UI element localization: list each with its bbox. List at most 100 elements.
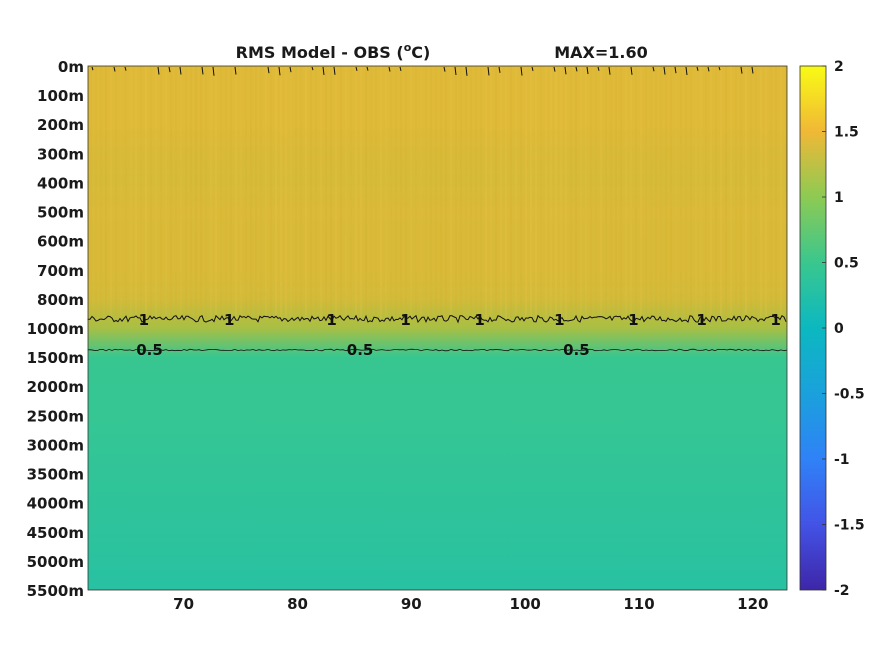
- y-tick-label: 2000m: [27, 378, 84, 396]
- texture-stripe: [220, 66, 222, 320]
- y-tick-label: 3500m: [27, 466, 84, 484]
- colorbar-tick-label: 2: [834, 59, 844, 75]
- y-tick-label: 300m: [37, 145, 84, 163]
- texture-stripe: [675, 66, 677, 320]
- y-tick-label: 4000m: [27, 495, 84, 513]
- texture-stripe: [110, 66, 112, 320]
- texture-stripe: [180, 66, 182, 320]
- surface-contour-speck: [575, 66, 578, 72]
- y-tick-label: 5500m: [27, 582, 84, 600]
- texture-stripe: [500, 66, 502, 320]
- texture-stripe: [450, 66, 452, 320]
- surface-contour-speck: [564, 66, 567, 75]
- texture-stripe: [230, 66, 232, 320]
- surface-contour-speck: [289, 66, 292, 73]
- texture-stripe: [590, 66, 592, 320]
- texture-stripe: [295, 66, 297, 320]
- texture-stripe: [390, 66, 392, 320]
- texture-stripe: [315, 66, 317, 320]
- y-tick-label: 2500m: [27, 407, 84, 425]
- texture-stripe: [135, 66, 137, 320]
- surface-contour-speck: [399, 66, 402, 72]
- texture-stripe: [645, 66, 647, 320]
- texture-stripe: [765, 66, 767, 320]
- surface-contour-speck: [465, 66, 468, 76]
- texture-stripe: [505, 66, 507, 320]
- y-tick-label: 5000m: [27, 553, 84, 571]
- y-tick-label: 3000m: [27, 436, 84, 454]
- surface-contour-speck: [201, 66, 204, 75]
- texture-stripe: [195, 66, 197, 320]
- colorbar-tick-label: -1.5: [834, 518, 865, 534]
- texture-stripe: [545, 66, 547, 320]
- surface-contour-speck: [531, 66, 534, 72]
- chart-title-main: RMS Model - OBS (: [236, 43, 404, 62]
- surface-contour-speck: [652, 66, 655, 72]
- texture-stripe: [635, 66, 637, 320]
- texture-stripe: [430, 66, 432, 320]
- x-tick-label: 90: [401, 595, 422, 613]
- texture-stripe: [485, 66, 487, 320]
- texture-stripe: [605, 66, 607, 320]
- surface-contour-speck: [322, 66, 325, 75]
- texture-stripe: [350, 66, 352, 320]
- texture-stripe: [175, 66, 177, 320]
- surface-contour-speck: [212, 66, 215, 76]
- texture-stripe: [150, 66, 152, 320]
- surface-contour-speck: [179, 66, 182, 75]
- texture-stripe: [650, 66, 652, 320]
- texture-stripe: [770, 66, 772, 320]
- surface-contour-speck: [740, 66, 743, 74]
- x-tick-label: 70: [173, 595, 194, 613]
- x-tick-label: 100: [510, 595, 541, 613]
- texture-stripe: [775, 66, 777, 320]
- texture-stripe: [660, 66, 662, 320]
- texture-stripe: [325, 66, 327, 320]
- surface-contour-speck: [674, 66, 677, 74]
- texture-stripe: [335, 66, 337, 320]
- surface-contour-speck: [168, 66, 171, 73]
- surface-contour-speck: [311, 66, 314, 71]
- texture-stripe: [520, 66, 522, 320]
- y-tick-label: 1500m: [27, 349, 84, 367]
- y-tick-label: 500m: [37, 204, 84, 222]
- y-tick-label: 0m: [58, 58, 84, 76]
- texture-stripe: [95, 66, 97, 320]
- heatmap-field: [88, 66, 787, 590]
- surface-contour-speck: [388, 66, 391, 72]
- y-tick-label: 100m: [37, 87, 84, 105]
- texture-stripe: [470, 66, 472, 320]
- surface-contour-speck: [366, 66, 369, 71]
- surface-contour-speck: [91, 66, 94, 71]
- texture-stripe: [395, 66, 397, 320]
- texture-stripe: [655, 66, 657, 320]
- colorbar-tick-label: 0.5: [834, 256, 859, 272]
- texture-stripe: [290, 66, 292, 320]
- contour-label: 1: [474, 311, 484, 329]
- contour-label: 1: [326, 311, 336, 329]
- texture-stripe: [480, 66, 482, 320]
- texture-stripe: [510, 66, 512, 320]
- texture-stripe: [130, 66, 132, 320]
- texture-stripe: [700, 66, 702, 320]
- chart-title-unit: C): [411, 43, 430, 62]
- colorbar-tick-label: -0.5: [834, 387, 865, 403]
- surface-contour-speck: [586, 66, 589, 75]
- texture-stripe: [425, 66, 427, 320]
- texture-stripe: [705, 66, 707, 320]
- plot-frame: [87, 65, 788, 591]
- texture-stripe: [275, 66, 277, 320]
- texture-stripe: [415, 66, 417, 320]
- texture-stripe: [155, 66, 157, 320]
- texture-stripe: [405, 66, 407, 320]
- texture-stripe: [435, 66, 437, 320]
- x-tick-label: 80: [287, 595, 308, 613]
- surface-contour-speck: [751, 66, 754, 74]
- surface-contour-speck: [234, 66, 237, 75]
- texture-stripe: [380, 66, 382, 320]
- texture-stripe: [330, 66, 332, 320]
- texture-stripe: [455, 66, 457, 320]
- texture-stripe: [785, 66, 787, 320]
- y-tick-label: 800m: [37, 291, 84, 309]
- colorbar-ticks: 2 1.5 1 0.5 0 -0.5 -1 -1.5 -2: [822, 59, 865, 599]
